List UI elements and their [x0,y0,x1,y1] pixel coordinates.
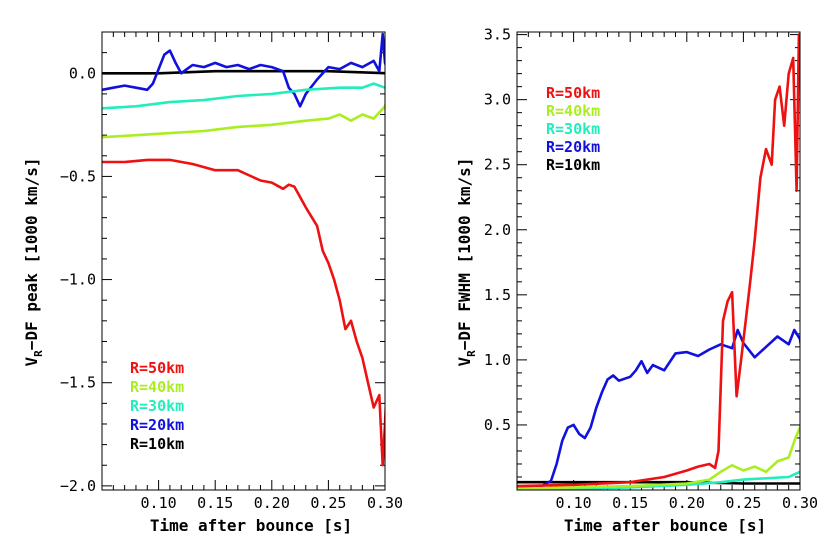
y-axis-label: VR−DF peak [1000 km/s] [22,158,45,367]
series-lines [517,33,800,490]
legend-entry: R=20km [130,416,184,434]
y-tick-label: 2.5 [484,156,511,174]
y-tick-label: 1.0 [484,351,511,369]
x-tick-label: 0.10 [141,494,177,512]
series-lines [102,32,385,467]
chart-vr-df-peak: 0.10 0.15 0.20 0.25 0.30 −2.0 −1.5 −1.0 −0.5 0.0 R… [22,31,403,535]
x-axis-label: Time after bounce [s] [150,516,352,535]
y-tick-label: −1.0 [60,271,96,289]
y-tick-label: −1.5 [60,374,96,392]
y-axis-label: VR−DF FWHM [1000 km/s] [455,158,478,367]
x-tick-label: 0.30 [367,494,403,512]
series-line-r-50km [102,158,385,467]
legend-entry: R=10km [130,435,184,453]
y-tick-label: 1.5 [484,286,511,304]
y-tick-label: 0.5 [484,416,511,434]
legend-entry: R=10km [546,156,600,174]
legend-entry: R=20km [546,138,600,156]
x-tick-label: 0.25 [310,494,346,512]
series-line-r-30km [102,82,385,110]
x-axis-label: Time after bounce [s] [564,516,766,535]
y-tick-label: 0.0 [69,64,96,82]
x-tick-label: 0.25 [725,494,761,512]
series-line-r-50km [517,33,800,488]
series-line-r-10km [517,480,800,485]
series-line-r-10km [102,69,385,75]
y-tick-label: 2.0 [484,221,511,239]
y-tick-label: −0.5 [60,167,96,185]
plot-frame [101,31,386,491]
plot-frame [516,31,801,491]
y-tick-label: 3.5 [484,26,511,44]
series-line-r-40km [102,101,385,139]
y-tick-label: −2.0 [60,477,96,495]
legend-entry: R=50km [546,84,600,102]
x-tick-label: 0.30 [782,494,818,512]
legend-entry: R=40km [130,378,184,396]
x-tick-label: 0.15 [197,494,233,512]
chart-vr-df-fwhm: 0.10 0.15 0.20 0.25 0.30 0.5 1.0 1.5 2.0 2.5 3.0 3.… [455,26,818,535]
series-line-r-20km [517,328,800,489]
legend-entry: R=30km [130,397,184,415]
legend-entry: R=40km [546,102,600,120]
legend-entry: R=50km [130,359,184,377]
series-line-r-40km [517,425,800,490]
legend-entry: R=30km [546,120,600,138]
x-tick-label: 0.20 [669,494,705,512]
x-tick-label: 0.20 [254,494,290,512]
series-line-r-20km [102,32,385,108]
y-tick-label: 3.0 [484,91,511,109]
x-tick-label: 0.15 [612,494,648,512]
x-tick-label: 0.10 [556,494,592,512]
